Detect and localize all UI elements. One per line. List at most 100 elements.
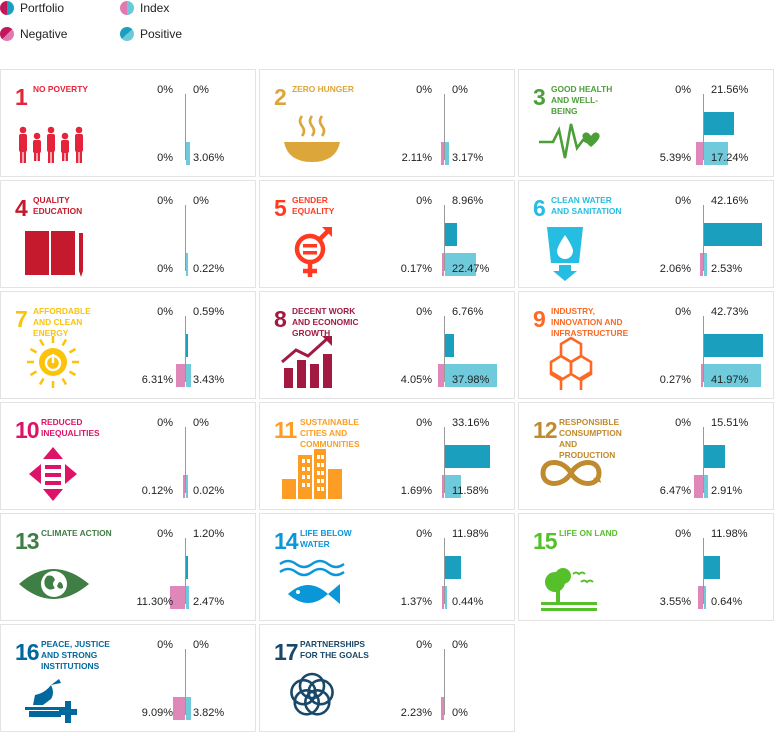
sdg-card-7[interactable]: 7 AFFORDABLE AND CLEAN ENERGY 0% 0.59% 6.31%… bbox=[0, 291, 256, 399]
equality-arrows-icon bbox=[15, 443, 91, 503]
portfolio-positive-bar[interactable] bbox=[445, 556, 462, 579]
index-negative-label: 2.23% bbox=[400, 707, 432, 719]
portfolio-negative-label: 0% bbox=[416, 639, 432, 651]
zero-axis bbox=[185, 205, 186, 271]
sdg-number: 1 bbox=[15, 84, 28, 110]
zero-axis bbox=[444, 649, 445, 715]
sdg-card-9[interactable]: 9 INDUSTRY, INNOVATION AND INFRASTRUCTURE… bbox=[518, 291, 774, 399]
heartbeat-icon bbox=[533, 110, 609, 170]
index-positive-bar[interactable] bbox=[704, 142, 728, 165]
index-positive-bar[interactable] bbox=[704, 253, 708, 276]
index-negative-bar[interactable] bbox=[442, 586, 444, 609]
sdg-title: DECENT WORK AND ECONOMIC GROWTH bbox=[292, 306, 359, 338]
index-negative-bar[interactable] bbox=[442, 253, 444, 276]
index-negative-bar[interactable] bbox=[440, 697, 444, 720]
sdg-card-10[interactable]: 10 REDUCED INEQUALITIES 0% 0% 0.12% 0.02% bbox=[0, 402, 256, 510]
sdg-card-14[interactable]: 14 LIFE BELOW WATER 0% 11.98% 1.37% 0.44% bbox=[259, 513, 515, 621]
sdg-card-12[interactable]: 12 RESPONSIBLE CONSUMPTION AND PRODUCTION… bbox=[518, 402, 774, 510]
portfolio-negative-label: 0% bbox=[157, 195, 173, 207]
legend-item-negative[interactable]: Negative bbox=[0, 27, 67, 41]
sdg-card-11[interactable]: 11 SUSTAINABLE CITIES AND COMMUNITIES 0% 33… bbox=[259, 402, 515, 510]
portfolio-negative-label: 0% bbox=[416, 84, 432, 96]
portfolio-positive-bar[interactable] bbox=[704, 112, 734, 135]
index-positive-bar[interactable] bbox=[186, 697, 192, 720]
portfolio-positive-label: 0% bbox=[193, 84, 209, 96]
index-negative-bar[interactable] bbox=[438, 364, 444, 387]
portfolio-negative-label: 0% bbox=[157, 528, 173, 540]
sdg-card-1[interactable]: 1 NO POVERTY 0% 0% 0% 3.06% bbox=[0, 69, 256, 177]
legend-item-index[interactable]: Index bbox=[120, 1, 169, 15]
legend-item-portfolio[interactable]: Portfolio bbox=[0, 1, 64, 15]
index-positive-bar[interactable] bbox=[445, 475, 461, 498]
portfolio-positive-bar[interactable] bbox=[704, 334, 763, 357]
portfolio-positive-bar[interactable] bbox=[704, 223, 762, 246]
index-negative-bar[interactable] bbox=[183, 475, 185, 498]
index-negative-bar[interactable] bbox=[176, 364, 185, 387]
sdg-card-16[interactable]: 16 PEACE, JUSTICE AND STRONG INSTITUTIONS… bbox=[0, 624, 256, 732]
zero-axis bbox=[444, 427, 445, 493]
sdg-card-3[interactable]: 3 GOOD HEALTH AND WELL-BEING 0% 21.56% 5.39%… bbox=[518, 69, 774, 177]
sdg-title: PARTNERSHIPS FOR THE GOALS bbox=[300, 639, 369, 660]
sdg-card-4[interactable]: 4 QUALITY EDUCATION 0% 0% 0% 0.22% bbox=[0, 180, 256, 288]
portfolio-positive-bar[interactable] bbox=[704, 556, 721, 579]
index-positive-bar[interactable] bbox=[445, 364, 498, 387]
index-negative-bar[interactable] bbox=[698, 586, 703, 609]
portfolio-positive-bar[interactable] bbox=[704, 445, 726, 468]
index-positive-bar[interactable] bbox=[704, 475, 708, 498]
sdg-title: RESPONSIBLE CONSUMPTION AND PRODUCTION bbox=[559, 417, 622, 460]
index-negative-bar[interactable] bbox=[169, 586, 185, 609]
index-negative-bar[interactable] bbox=[701, 364, 703, 387]
index-positive-bar[interactable] bbox=[445, 142, 450, 165]
portfolio-positive-label: 0% bbox=[452, 84, 468, 96]
portfolio-positive-label: 8.96% bbox=[452, 195, 484, 207]
legend-swatch-negative bbox=[0, 27, 14, 41]
legend: Portfolio Index Negative Positive bbox=[0, 0, 300, 50]
legend-item-positive[interactable]: Positive bbox=[120, 27, 182, 41]
index-negative-bar[interactable] bbox=[172, 697, 185, 720]
index-negative-bar[interactable] bbox=[695, 142, 703, 165]
index-positive-bar[interactable] bbox=[704, 364, 762, 387]
portfolio-positive-bar[interactable] bbox=[445, 334, 455, 357]
index-positive-bar[interactable] bbox=[186, 586, 190, 609]
index-negative-label: 0.27% bbox=[659, 374, 691, 386]
cubes-icon bbox=[533, 332, 609, 392]
index-negative-label: 6.31% bbox=[141, 374, 173, 386]
portfolio-positive-label: 33.16% bbox=[452, 417, 490, 429]
portfolio-positive-label: 11.98% bbox=[452, 528, 489, 540]
portfolio-negative-label: 0% bbox=[157, 639, 173, 651]
index-negative-bar[interactable] bbox=[441, 142, 444, 165]
index-negative-label: 2.11% bbox=[401, 152, 432, 164]
sdg-number: 8 bbox=[274, 306, 287, 332]
index-negative-bar[interactable] bbox=[694, 475, 703, 498]
portfolio-positive-bar[interactable] bbox=[445, 223, 458, 246]
index-positive-bar[interactable] bbox=[186, 364, 191, 387]
sdg-card-5[interactable]: 5 GENDER EQUALITY 0% 8.96% 0.17% 22.47% bbox=[259, 180, 515, 288]
sdg-card-8[interactable]: 8 DECENT WORK AND ECONOMIC GROWTH 0% 6.76% 4… bbox=[259, 291, 515, 399]
portfolio-positive-label: 42.73% bbox=[711, 306, 749, 318]
index-positive-bar[interactable] bbox=[186, 142, 191, 165]
index-positive-bar[interactable] bbox=[445, 586, 447, 609]
legend-label: Portfolio bbox=[20, 1, 65, 15]
index-positive-label: 11.58% bbox=[452, 485, 489, 497]
sdg-card-15[interactable]: 15 LIFE ON LAND 0% 11.98% 3.55% 0.64% bbox=[518, 513, 774, 621]
sdg-card-13[interactable]: 13 CLIMATE ACTION 0% 1.20% 11.30% 2.47% bbox=[0, 513, 256, 621]
tree-birds-icon bbox=[533, 554, 609, 614]
index-positive-bar[interactable] bbox=[186, 475, 188, 498]
index-negative-label: 5.39% bbox=[659, 152, 691, 164]
index-negative-label: 0% bbox=[157, 152, 173, 164]
zero-axis bbox=[185, 94, 186, 160]
index-positive-bar[interactable] bbox=[186, 253, 188, 276]
sdg-card-17[interactable]: 17 PARTNERSHIPS FOR THE GOALS 0% 0% 2.23% 0% bbox=[259, 624, 515, 732]
portfolio-positive-bar[interactable] bbox=[445, 445, 491, 468]
index-negative-label: 11.30% bbox=[136, 596, 174, 608]
index-positive-bar[interactable] bbox=[704, 586, 706, 609]
portfolio-positive-bar[interactable] bbox=[186, 334, 188, 357]
portfolio-positive-bar[interactable] bbox=[186, 556, 188, 579]
index-negative-bar[interactable] bbox=[700, 253, 703, 276]
sdg-number: 3 bbox=[533, 84, 546, 110]
index-negative-bar[interactable] bbox=[441, 475, 444, 498]
index-positive-bar[interactable] bbox=[445, 253, 476, 276]
sdg-number: 13 bbox=[15, 528, 40, 554]
sdg-card-2[interactable]: 2 ZERO HUNGER 0% 0% 2.11% 3.17% bbox=[259, 69, 515, 177]
sdg-card-6[interactable]: 6 CLEAN WATER AND SANITATION 0% 42.16% 2.06%… bbox=[518, 180, 774, 288]
